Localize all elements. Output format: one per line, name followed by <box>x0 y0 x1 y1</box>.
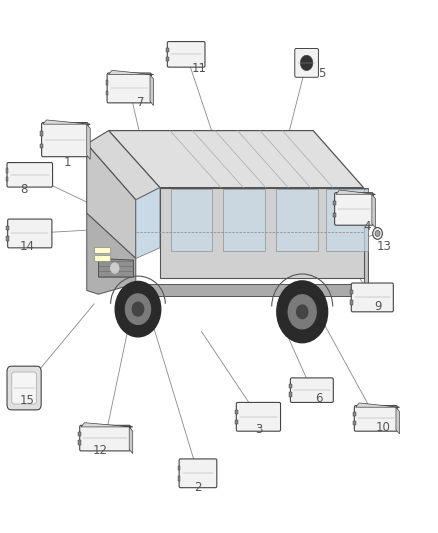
Polygon shape <box>87 213 136 294</box>
Bar <box>106 80 109 85</box>
Text: 9: 9 <box>374 300 381 313</box>
Polygon shape <box>160 188 364 278</box>
Circle shape <box>300 55 313 70</box>
Polygon shape <box>99 259 134 277</box>
Text: 1: 1 <box>64 156 72 169</box>
Bar <box>94 247 110 253</box>
Bar <box>350 290 353 294</box>
Polygon shape <box>136 188 160 259</box>
Polygon shape <box>336 190 375 194</box>
Bar <box>40 144 43 148</box>
Polygon shape <box>136 284 364 296</box>
Bar <box>40 131 43 135</box>
FancyBboxPatch shape <box>7 366 41 410</box>
Circle shape <box>373 228 382 239</box>
Bar <box>353 412 356 416</box>
Polygon shape <box>150 75 153 106</box>
Bar <box>289 384 292 388</box>
FancyBboxPatch shape <box>167 42 205 67</box>
Bar <box>333 213 336 217</box>
Bar <box>7 237 9 241</box>
Polygon shape <box>87 131 160 200</box>
FancyBboxPatch shape <box>237 402 280 431</box>
Bar <box>7 226 9 230</box>
Bar <box>235 420 237 424</box>
Text: 4: 4 <box>363 220 371 233</box>
FancyBboxPatch shape <box>80 425 131 451</box>
Polygon shape <box>81 423 133 427</box>
Circle shape <box>277 281 328 343</box>
FancyBboxPatch shape <box>107 73 152 103</box>
Text: 7: 7 <box>137 96 145 109</box>
Bar <box>6 177 8 181</box>
Polygon shape <box>87 124 90 159</box>
Text: 2: 2 <box>194 481 202 494</box>
Bar <box>178 477 180 481</box>
Text: 10: 10 <box>376 421 391 434</box>
FancyBboxPatch shape <box>335 192 373 225</box>
FancyBboxPatch shape <box>290 378 333 402</box>
Circle shape <box>110 263 119 273</box>
Text: 11: 11 <box>192 62 207 75</box>
Polygon shape <box>223 189 265 251</box>
Bar <box>333 201 336 205</box>
Polygon shape <box>356 403 399 407</box>
Circle shape <box>375 230 380 237</box>
Bar <box>166 56 169 61</box>
Polygon shape <box>326 189 368 251</box>
Bar <box>289 392 292 397</box>
Text: 5: 5 <box>318 67 325 80</box>
Bar <box>178 466 180 470</box>
Bar <box>353 421 356 425</box>
Polygon shape <box>364 188 368 296</box>
Text: 8: 8 <box>21 183 28 196</box>
Bar <box>6 168 8 173</box>
Circle shape <box>132 302 144 316</box>
Bar <box>78 432 81 436</box>
Polygon shape <box>87 144 136 259</box>
Bar <box>235 409 237 414</box>
Bar <box>94 255 110 261</box>
FancyBboxPatch shape <box>351 283 393 312</box>
FancyBboxPatch shape <box>179 459 217 488</box>
Text: 13: 13 <box>377 240 392 253</box>
Circle shape <box>288 295 316 329</box>
FancyBboxPatch shape <box>12 372 36 404</box>
FancyBboxPatch shape <box>7 163 53 187</box>
FancyBboxPatch shape <box>42 123 88 157</box>
Polygon shape <box>276 189 318 251</box>
Polygon shape <box>43 120 90 124</box>
Bar <box>166 48 169 52</box>
Text: 3: 3 <box>256 423 263 435</box>
Polygon shape <box>109 131 364 188</box>
Polygon shape <box>171 189 212 251</box>
Bar <box>350 301 353 305</box>
Bar <box>106 91 109 95</box>
FancyBboxPatch shape <box>8 219 52 248</box>
FancyBboxPatch shape <box>354 406 397 431</box>
Polygon shape <box>396 407 399 434</box>
Text: 6: 6 <box>315 392 323 405</box>
Bar <box>78 440 81 445</box>
Polygon shape <box>109 70 153 75</box>
Text: 14: 14 <box>20 240 35 253</box>
Polygon shape <box>372 194 375 228</box>
Polygon shape <box>129 427 133 454</box>
Circle shape <box>125 294 151 325</box>
Text: 12: 12 <box>92 444 107 457</box>
Circle shape <box>115 281 161 337</box>
Circle shape <box>297 305 308 319</box>
FancyBboxPatch shape <box>295 49 318 77</box>
Text: 15: 15 <box>20 394 35 407</box>
